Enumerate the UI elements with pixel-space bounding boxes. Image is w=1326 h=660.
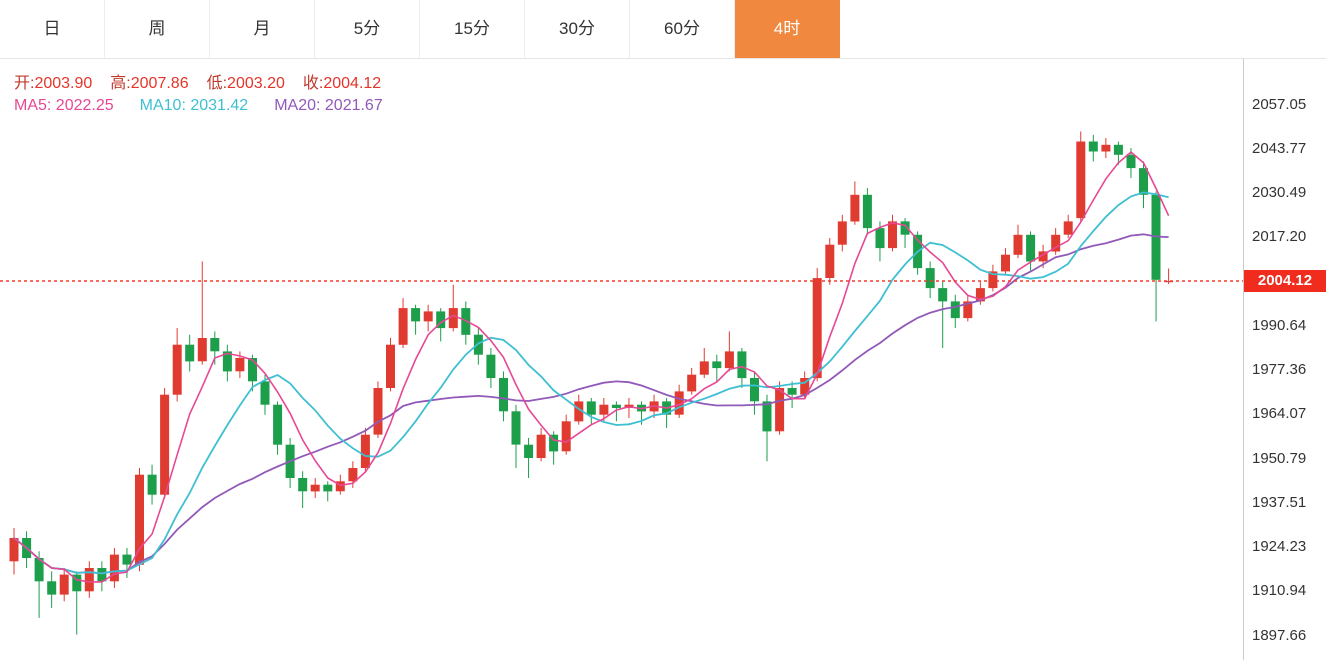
- tab-30min[interactable]: 30分: [525, 0, 630, 58]
- ma-info: MA5: 2022.25 MA10: 2031.42 MA20: 2021.67: [14, 97, 409, 115]
- ma10-line: [13, 191, 1169, 575]
- tab-60min[interactable]: 60分: [630, 0, 735, 58]
- tab-day[interactable]: 日: [0, 0, 105, 58]
- tab-month[interactable]: 月: [210, 0, 315, 58]
- current-price-tag: 2004.12: [1244, 270, 1326, 292]
- ma20-readout: MA20: 2021.67: [274, 97, 383, 114]
- low-label: 低:: [206, 75, 228, 92]
- open-value: 2003.90: [34, 75, 93, 92]
- low-value: 2003.20: [227, 75, 285, 92]
- ohlc-info: 开:2003.90 高:2007.86 低:2003.20 收:2004.12: [14, 69, 399, 93]
- close-label: 收:: [302, 75, 324, 92]
- open-label: 开:: [14, 75, 35, 92]
- chart-pane: 开:2003.90 高:2007.86 低:2003.20 收:2004.12 MA5…: [0, 59, 1326, 660]
- tab-15min[interactable]: 15分: [420, 0, 525, 58]
- candlestick-chart[interactable]: [0, 59, 1326, 660]
- ma5-readout: MA5: 2022.25: [14, 97, 114, 114]
- ma5-line: [13, 151, 1170, 583]
- ma10-readout: MA10: 2031.42: [139, 97, 249, 114]
- tab-5min[interactable]: 5分: [315, 0, 420, 58]
- high-label: 高:: [110, 75, 131, 92]
- tab-4hour[interactable]: 4时: [735, 0, 840, 58]
- high-value: 2007.86: [130, 75, 189, 92]
- tab-week[interactable]: 周: [105, 0, 210, 58]
- close-value: 2004.12: [323, 75, 382, 92]
- timeframe-toolbar: 日 周 月 5分 15分 30分 60分 4时: [0, 0, 1326, 59]
- ma20-line: [13, 233, 1169, 575]
